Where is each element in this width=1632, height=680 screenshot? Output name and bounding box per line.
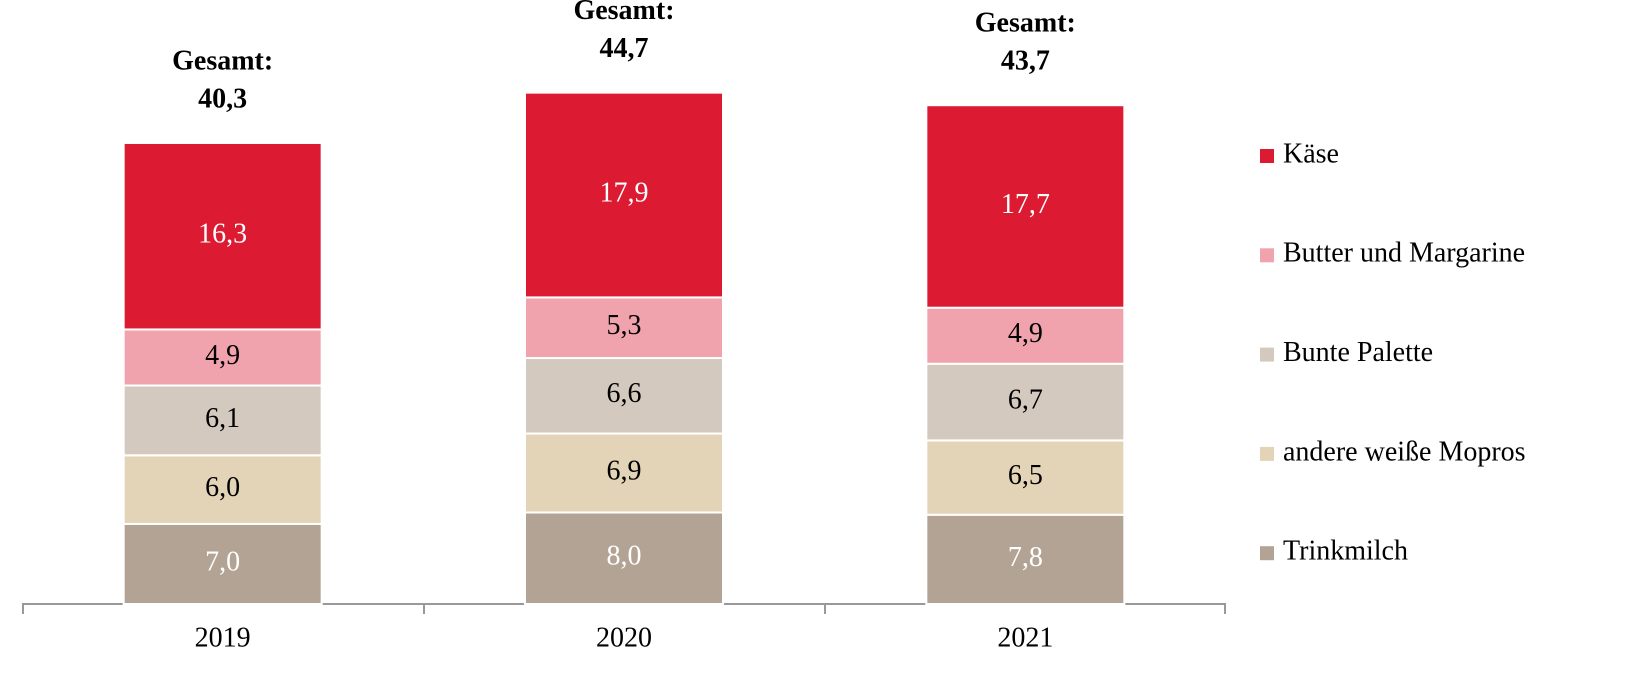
total-caption: Gesamt: — [172, 45, 273, 76]
legend-swatch — [1260, 248, 1274, 263]
total-label: 43,7 — [1001, 46, 1050, 77]
total-caption: Gesamt: — [573, 0, 674, 26]
bar-segment — [524, 91, 724, 299]
x-tick-label: 2019 — [195, 622, 251, 653]
x-tick-label: 2021 — [997, 622, 1053, 653]
legend-label: andere weiße Mopros — [1283, 436, 1526, 467]
total-label: 44,7 — [600, 33, 649, 64]
data-label: 6,9 — [607, 455, 642, 486]
bar-segment — [524, 296, 724, 360]
x-tick-label: 2020 — [596, 622, 652, 653]
data-label: 17,7 — [1001, 189, 1050, 220]
data-label: 6,5 — [1008, 460, 1043, 491]
data-label: 4,9 — [1008, 318, 1043, 349]
total-caption: Gesamt: — [975, 8, 1076, 39]
legend-label: Butter und Margarine — [1283, 238, 1525, 269]
legend-label: Trinkmilch — [1283, 536, 1408, 567]
bar-segment — [122, 454, 323, 525]
legend-swatch — [1260, 347, 1274, 362]
bar-segment — [122, 141, 323, 331]
total-label: 40,3 — [198, 83, 247, 114]
bar-segment — [524, 432, 724, 514]
data-label: 6,7 — [1008, 385, 1043, 416]
bar-segment — [925, 513, 1126, 606]
legend-label: Bunte Palette — [1283, 337, 1433, 368]
data-label: 17,9 — [600, 177, 649, 208]
legend-swatch — [1260, 446, 1274, 461]
legend-swatch — [1260, 149, 1274, 163]
data-label: 6,0 — [205, 472, 240, 503]
data-label: 5,3 — [607, 310, 642, 341]
bar-segment — [925, 439, 1126, 516]
legend-swatch — [1260, 546, 1274, 561]
data-label: 6,1 — [205, 403, 240, 434]
bar-segment — [925, 362, 1126, 442]
data-label: 8,0 — [607, 541, 642, 572]
data-label: 6,6 — [607, 378, 642, 409]
data-label: 16,3 — [198, 219, 247, 250]
bar-segment — [925, 104, 1126, 309]
bar-segment — [925, 306, 1126, 365]
bar-segment — [122, 522, 323, 605]
data-label: 4,9 — [205, 340, 240, 371]
bar-segment — [524, 357, 724, 435]
data-label: 7,8 — [1008, 542, 1043, 573]
legend-label: Käse — [1283, 138, 1339, 169]
data-label: 7,0 — [205, 546, 240, 577]
